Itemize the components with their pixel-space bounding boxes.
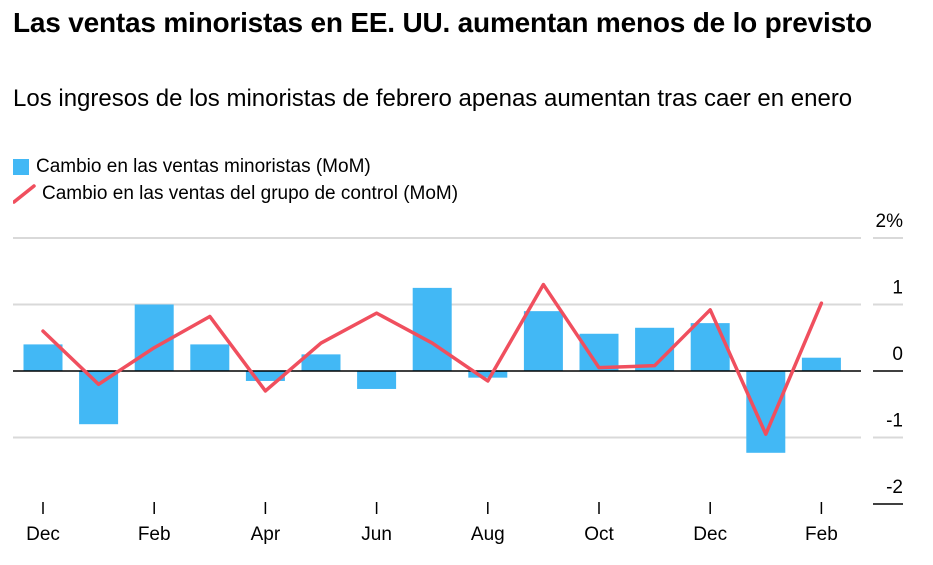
legend-label-control-group: Cambio en las ventas del grupo de contro… <box>42 183 459 204</box>
x-tick-label: Feb <box>805 524 838 545</box>
legend-line-swatch <box>13 183 36 204</box>
x-tick-label: Jun <box>361 524 392 545</box>
y-tick-label: 0 <box>892 344 903 365</box>
y-tick-label: -1 <box>886 411 903 432</box>
bar <box>523 311 563 371</box>
bar <box>190 344 230 371</box>
legend: Cambio en las ventas minoristas (MoM) Ca… <box>13 153 458 207</box>
bar <box>23 344 63 371</box>
bar <box>412 287 452 371</box>
x-tick-label: Apr <box>251 524 281 545</box>
x-tick-label: Feb <box>138 524 171 545</box>
bar <box>746 371 786 453</box>
bar <box>134 304 174 371</box>
x-tick-label: Aug <box>471 524 505 545</box>
legend-label-retail-sales: Cambio en las ventas minoristas (MoM) <box>36 156 371 177</box>
legend-item-retail-sales: Cambio en las ventas minoristas (MoM) <box>13 153 458 180</box>
chart-subtitle: Los ingresos de los minoristas de febrer… <box>13 85 853 112</box>
bar <box>357 371 397 389</box>
chart-title: Las ventas minoristas en EE. UU. aumenta… <box>13 7 872 38</box>
y-tick-label: 2% <box>876 211 904 232</box>
bar <box>79 371 119 425</box>
bar <box>468 371 508 378</box>
bar <box>245 371 285 381</box>
bar <box>690 323 730 371</box>
chart-plot: 2% 1 0 -1 -2 Dec Feb Apr Jun Aug Oct Dec Feb <box>13 211 904 545</box>
bar <box>801 357 841 371</box>
y-tick-label: 1 <box>892 278 903 299</box>
x-tick-label: Dec <box>693 524 727 545</box>
y-tick-label: -2 <box>886 477 903 498</box>
bar <box>301 354 341 371</box>
control-group-line <box>41 282 824 436</box>
x-tick-label: Oct <box>584 524 614 545</box>
legend-item-control-group: Cambio en las ventas del grupo de contro… <box>13 180 458 207</box>
legend-bar-swatch <box>13 158 29 175</box>
x-tick-label: Dec <box>26 524 60 545</box>
